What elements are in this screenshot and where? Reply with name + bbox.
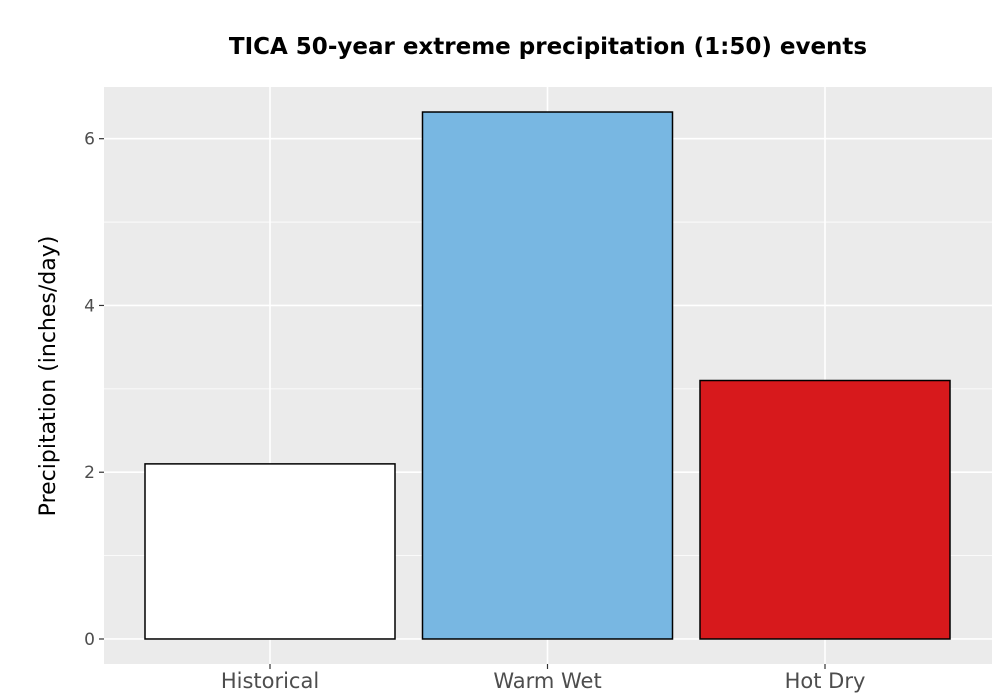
bar-historical bbox=[144, 463, 396, 640]
y-axis-label: Precipitation (inches/day) bbox=[36, 236, 61, 517]
y-tick-label: 0 bbox=[84, 630, 95, 650]
bars bbox=[144, 111, 951, 640]
bar-hot-dry bbox=[699, 379, 951, 640]
x-axis-ticks: Historical Warm Wet Hot Dry bbox=[221, 664, 866, 693]
y-tick-label: 6 bbox=[84, 130, 95, 150]
x-tick-label: Historical bbox=[221, 669, 319, 693]
y-tick-label: 4 bbox=[84, 296, 95, 316]
chart-title: TICA 50-year extreme precipitation (1:50… bbox=[229, 34, 867, 60]
x-tick-label: Warm Wet bbox=[493, 669, 601, 693]
y-tick-label: 2 bbox=[84, 463, 95, 483]
bar-warm-wet bbox=[421, 111, 674, 640]
y-axis-ticks: 0 2 4 6 bbox=[84, 130, 104, 650]
x-tick-label: Hot Dry bbox=[785, 669, 866, 693]
